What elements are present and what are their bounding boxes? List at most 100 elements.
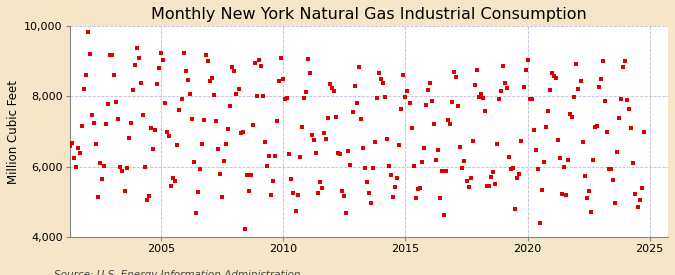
Point <box>323 116 333 120</box>
Point <box>304 71 315 75</box>
Point <box>266 193 277 197</box>
Point <box>447 100 458 104</box>
Point <box>343 148 354 153</box>
Point <box>427 99 437 104</box>
Point <box>335 152 346 157</box>
Point <box>608 178 618 183</box>
Point <box>62 85 73 90</box>
Point <box>286 177 297 182</box>
Point <box>601 130 612 134</box>
Point <box>618 64 628 69</box>
Point <box>186 117 197 122</box>
Point <box>365 201 376 205</box>
Point <box>459 158 470 163</box>
Point <box>386 172 397 177</box>
Point <box>539 160 549 164</box>
Point <box>166 184 177 188</box>
Point <box>510 207 521 212</box>
Point <box>90 142 101 146</box>
Point <box>288 191 299 195</box>
Point <box>231 92 242 96</box>
Point <box>522 58 533 62</box>
Point <box>290 208 301 213</box>
Point <box>531 148 541 153</box>
Point <box>571 62 582 66</box>
Point <box>278 76 289 81</box>
Point <box>561 193 572 197</box>
Point <box>119 189 130 193</box>
Point <box>150 128 161 133</box>
Point <box>369 139 380 144</box>
Point <box>457 166 468 170</box>
Point <box>357 146 368 150</box>
Point <box>595 76 606 81</box>
Point <box>308 138 319 142</box>
Point <box>134 55 144 60</box>
Point <box>88 121 99 125</box>
Point <box>363 191 374 195</box>
Point <box>284 152 295 156</box>
Point <box>585 210 596 214</box>
Point <box>82 30 93 34</box>
Point <box>302 57 313 62</box>
Point <box>319 131 329 135</box>
Point <box>211 119 221 123</box>
Point <box>375 77 386 81</box>
Point <box>86 113 97 118</box>
Point <box>313 191 323 195</box>
Point <box>394 143 405 147</box>
Point <box>610 201 620 205</box>
Point <box>294 155 305 159</box>
Point <box>219 159 230 164</box>
Point <box>209 92 219 97</box>
Point <box>620 59 630 63</box>
Point <box>526 97 537 101</box>
Point <box>296 125 307 129</box>
Point <box>341 211 352 216</box>
Point <box>485 175 496 179</box>
Point <box>64 144 75 148</box>
Point <box>431 157 441 162</box>
Point <box>202 59 213 63</box>
Point <box>233 87 244 91</box>
Point <box>68 155 79 160</box>
Point <box>196 142 207 146</box>
Point <box>256 64 267 68</box>
Point <box>325 82 335 86</box>
Point <box>449 70 460 74</box>
Point <box>113 117 124 122</box>
Point <box>520 68 531 72</box>
Point <box>333 151 344 155</box>
Point <box>337 188 348 193</box>
Point <box>347 110 358 114</box>
Point <box>491 142 502 147</box>
Point <box>239 227 250 231</box>
Point <box>593 85 604 89</box>
Point <box>437 169 448 173</box>
Point <box>84 51 95 56</box>
Point <box>241 173 252 177</box>
Point <box>465 175 476 180</box>
Point <box>300 90 311 95</box>
Point <box>282 96 293 100</box>
Text: Source: U.S. Energy Information Administration: Source: U.S. Energy Information Administ… <box>54 270 300 275</box>
Point <box>537 188 547 192</box>
Point <box>628 161 639 166</box>
Point <box>182 78 193 82</box>
Point <box>416 160 427 164</box>
Point <box>439 212 450 217</box>
Point <box>605 167 616 171</box>
Point <box>398 73 409 77</box>
Point <box>382 137 393 142</box>
Point <box>518 85 529 89</box>
Point <box>78 87 89 91</box>
Point <box>453 103 464 108</box>
Point <box>172 143 183 147</box>
Point <box>274 79 285 83</box>
Point <box>260 139 271 144</box>
Point <box>418 146 429 150</box>
Point <box>213 147 223 152</box>
Point <box>252 94 263 98</box>
Point <box>545 87 556 92</box>
Point <box>487 170 498 174</box>
